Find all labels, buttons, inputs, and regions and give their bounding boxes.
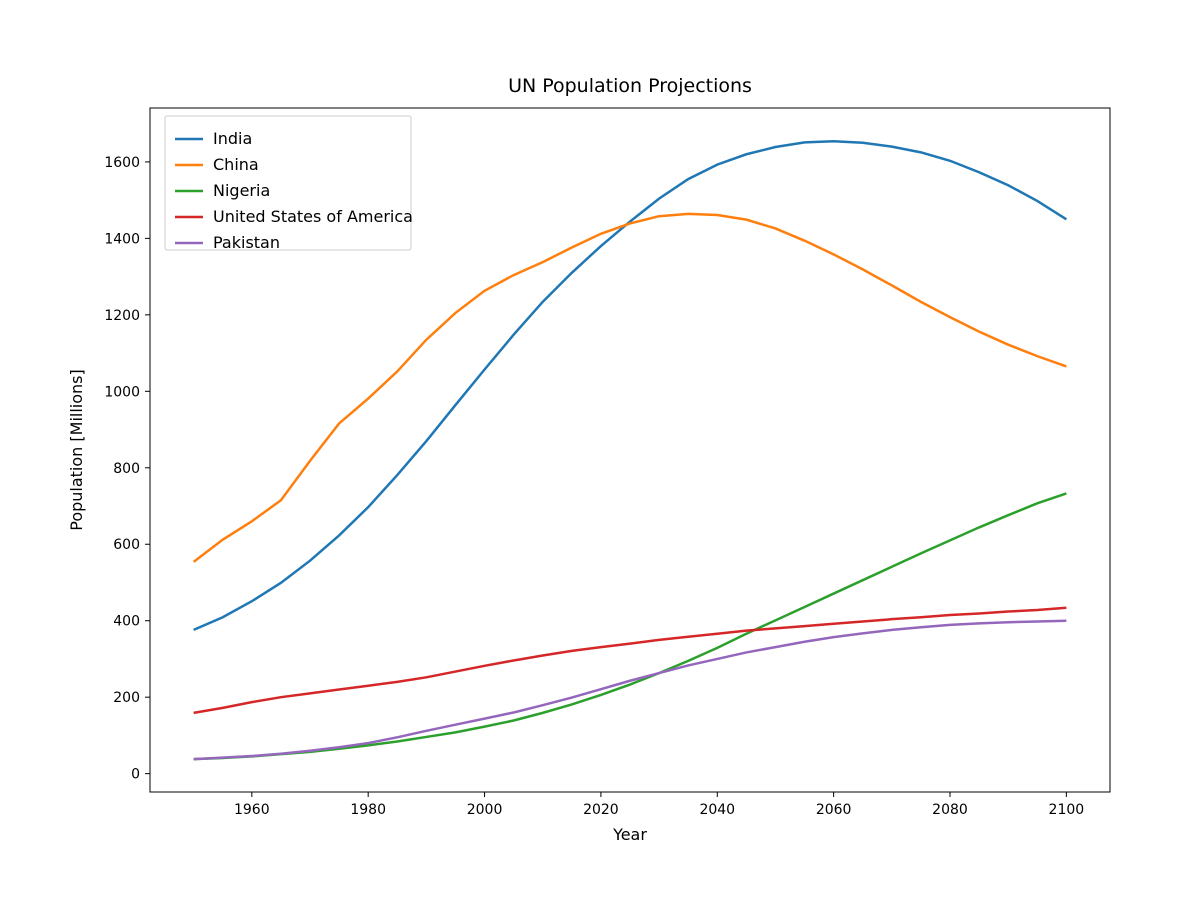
y-tick-label: 1600 [104,155,140,171]
y-tick-label: 1400 [104,231,140,247]
y-tick-label: 600 [113,537,140,553]
chart-title: UN Population Projections [508,75,752,97]
population-chart: 1960 1980 2000 2020 2040 2060 2080 2100 0 200 400 6… [0,0,1200,900]
legend-label: United States of America [213,207,413,226]
legend-label: China [213,155,259,174]
x-tick-label: 2080 [932,802,968,818]
y-tick-label: 400 [113,614,140,630]
series-line-united-states-of-america [194,608,1067,713]
y-tick-label: 800 [113,461,140,477]
y-tick-label: 0 [131,767,140,783]
x-axis-label: Year [612,825,647,844]
y-tick-label: 200 [113,690,140,706]
x-tick-label: 2040 [699,802,735,818]
series-line-pakistan [194,621,1067,759]
y-tick-label: 1200 [104,308,140,324]
x-tick-label: 2100 [1049,802,1085,818]
x-tick-label: 2000 [467,802,503,818]
series-line-china [194,214,1067,562]
legend-label: India [213,129,252,148]
x-tick-label: 2020 [583,802,619,818]
legend-label: Nigeria [213,181,270,200]
x-tick-label: 2060 [816,802,852,818]
y-tick-label: 1000 [104,384,140,400]
legend-box [165,116,411,250]
x-tick-label: 1980 [350,802,386,818]
x-tick-label: 1960 [234,802,270,818]
y-axis-label: Population [Millions] [67,369,86,530]
legend-label: Pakistan [213,233,280,252]
chart-container: 1960 1980 2000 2020 2040 2060 2080 2100 0 200 400 6… [0,0,1200,900]
